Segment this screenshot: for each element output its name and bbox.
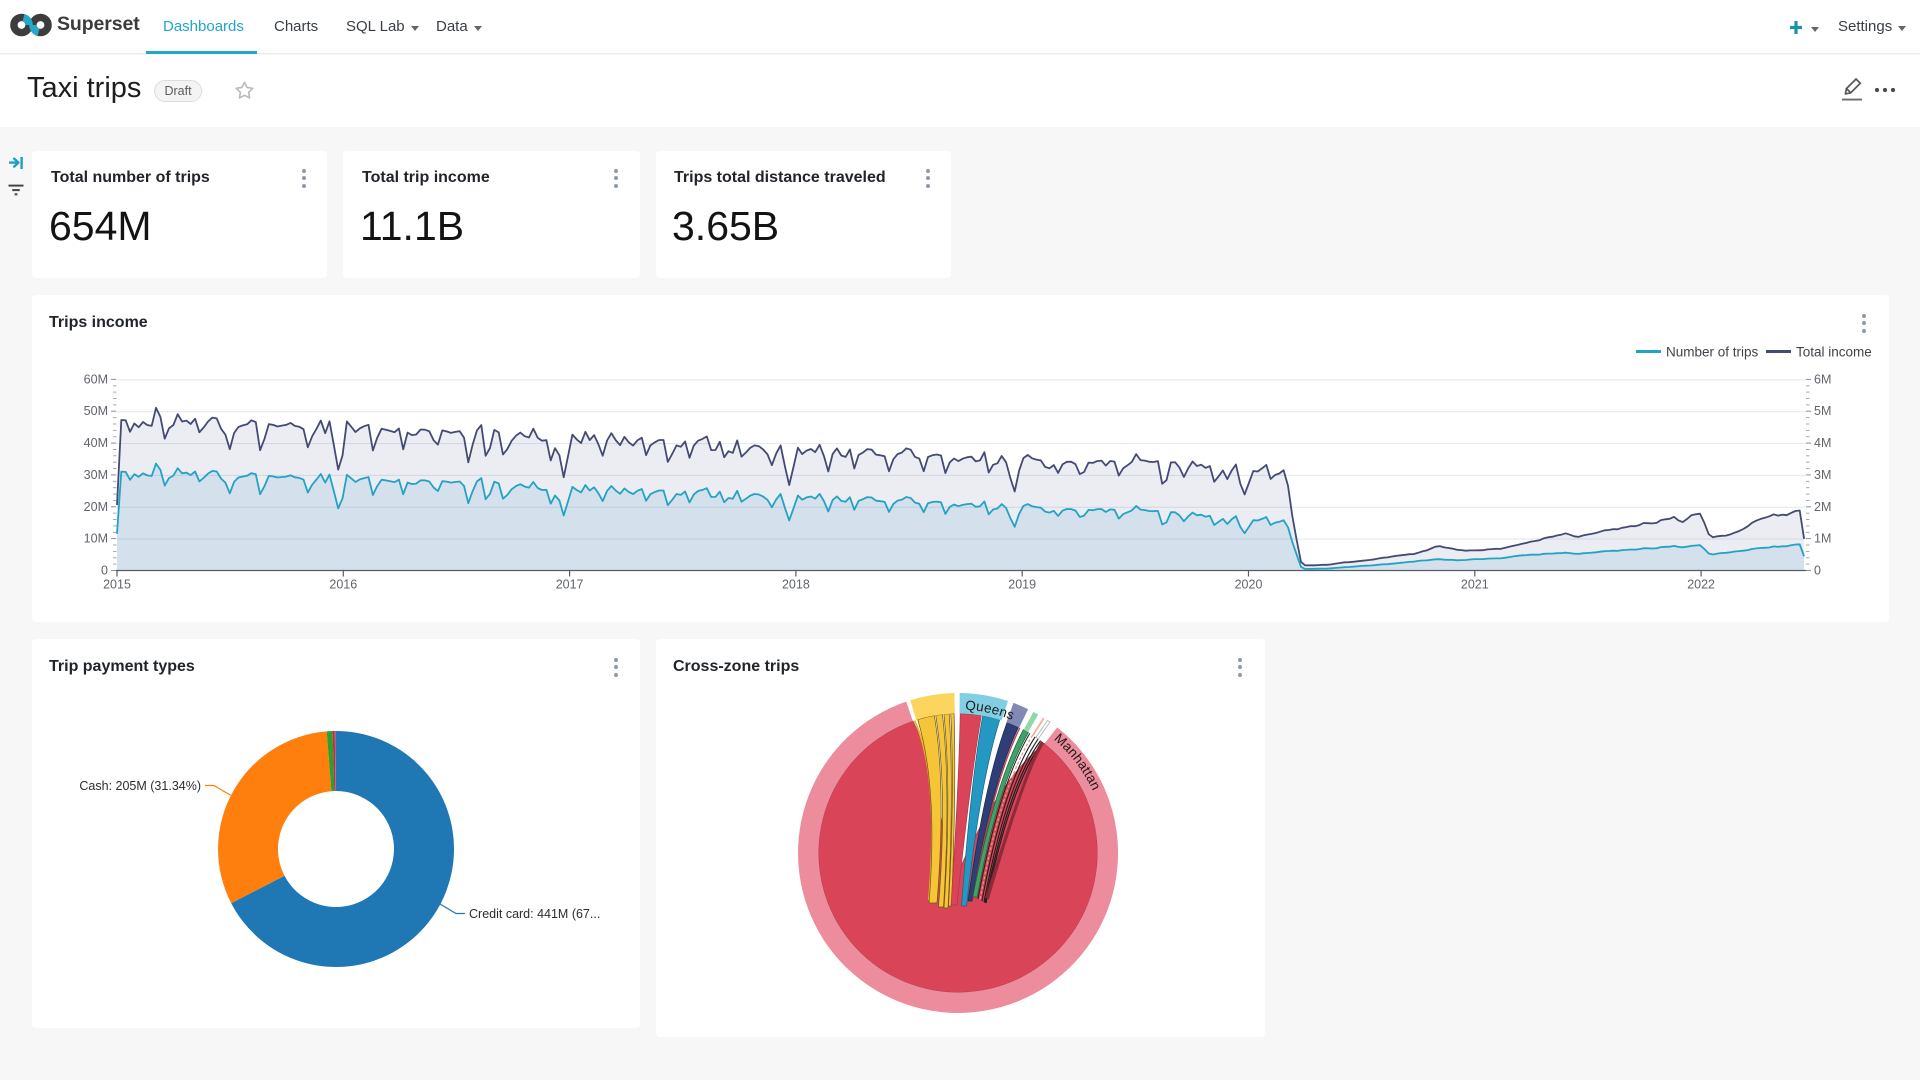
svg-text:2020: 2020: [1235, 578, 1263, 592]
svg-text:30M: 30M: [84, 468, 108, 482]
svg-text:2018: 2018: [782, 578, 810, 592]
svg-text:Cash: 205M (31.34%): Cash: 205M (31.34%): [79, 779, 201, 793]
svg-text:2016: 2016: [329, 578, 357, 592]
svg-text:2022: 2022: [1687, 578, 1715, 592]
svg-text:2019: 2019: [1008, 578, 1036, 592]
svg-text:Total income: Total income: [1796, 345, 1872, 360]
svg-text:20M: 20M: [84, 500, 108, 514]
svg-text:3M: 3M: [1814, 468, 1831, 482]
svg-text:1M: 1M: [1814, 532, 1831, 546]
svg-text:4M: 4M: [1814, 436, 1831, 450]
svg-text:6M: 6M: [1814, 372, 1831, 386]
svg-text:2015: 2015: [103, 578, 131, 592]
svg-text:2021: 2021: [1461, 578, 1489, 592]
svg-text:2017: 2017: [556, 578, 584, 592]
svg-text:0: 0: [1814, 564, 1821, 578]
svg-text:50M: 50M: [84, 404, 108, 418]
svg-text:10M: 10M: [84, 532, 108, 546]
svg-text:5M: 5M: [1814, 404, 1831, 418]
svg-text:2M: 2M: [1814, 500, 1831, 514]
svg-text:Credit card: 441M (67...: Credit card: 441M (67...: [469, 907, 600, 921]
svg-text:40M: 40M: [84, 436, 108, 450]
svg-text:0: 0: [101, 564, 108, 578]
svg-text:Number of trips: Number of trips: [1666, 345, 1759, 360]
svg-text:60M: 60M: [84, 372, 108, 386]
